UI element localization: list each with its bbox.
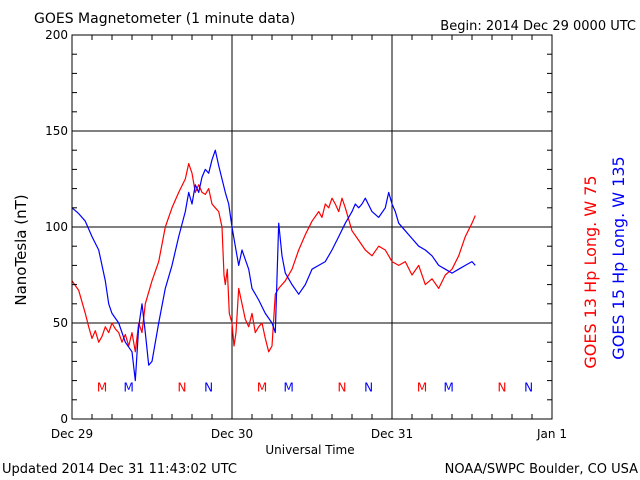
y-tick-label: 150: [45, 124, 68, 138]
y-axis-ticks: 0 50 100 150 200: [45, 28, 552, 426]
x-axis-ticks: Dec 29 Dec 30 Dec 31 Jan 1: [51, 35, 567, 441]
noon-marker: N: [498, 380, 507, 394]
x-tick-label: Dec 29: [51, 427, 93, 441]
series-goes15-line: [71, 149, 476, 382]
y-tick-label: 0: [60, 412, 68, 426]
midnight-marker: M: [123, 380, 133, 394]
x-axis-label: Universal Time: [265, 443, 354, 457]
noon-marker: N: [178, 380, 187, 394]
midnight-marker: M: [443, 380, 453, 394]
noon-marker: N: [204, 380, 213, 394]
series-goes13-line: [71, 163, 476, 353]
y-tick-label: 100: [45, 220, 68, 234]
y-tick-label: 50: [53, 316, 68, 330]
legend-goes15: GOES 15 Hp Long. W 135: [609, 156, 628, 359]
credit-label: NOAA/SWPC Boulder, CO USA: [445, 462, 638, 477]
noon-marker: N: [524, 380, 533, 394]
noon-marker: N: [364, 380, 373, 394]
chart-title: GOES Magnetometer (1 minute data): [34, 11, 295, 27]
series-lines: [71, 149, 476, 382]
updated-label: Updated 2014 Dec 31 11:43:02 UTC: [2, 462, 237, 477]
grid-lines: [72, 35, 552, 419]
begin-label: Begin: 2014 Dec 29 0000 UTC: [440, 19, 636, 34]
midnight-marker: M: [283, 380, 293, 394]
legend-goes13: GOES 13 Hp Long. W 75: [581, 175, 600, 368]
y-tick-label: 200: [45, 28, 68, 42]
x-tick-label: Dec 31: [371, 427, 413, 441]
noon-marker: N: [338, 380, 347, 394]
midnight-marker: M: [97, 380, 107, 394]
y-axis-label: NanoTesla (nT): [12, 194, 30, 305]
midnight-marker: M: [417, 380, 427, 394]
x-tick-label: Jan 1: [536, 427, 567, 441]
midnight-marker: M: [257, 380, 267, 394]
x-tick-label: Dec 30: [211, 427, 253, 441]
